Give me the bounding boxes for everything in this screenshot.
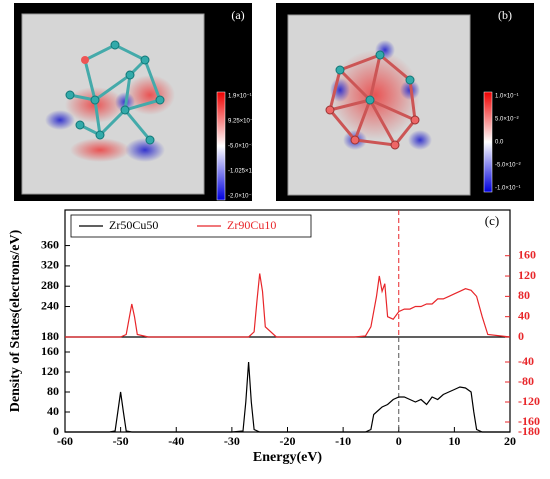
colorbar-label: -1.025×10⁻¹ [228,169,260,175]
colorbar-label: 5.0×10⁻² [495,117,519,123]
colorbar-label: 9.25×10⁻² [228,119,255,125]
y-tick-label: 0 [53,424,59,438]
colorbar-label: -5.0×10⁻² [495,163,521,169]
image-b [276,3,534,201]
panel-label: (a) [231,8,244,22]
colorbar-label: -2.0×10⁻¹ [228,194,254,200]
y2-tick-label: -160 [518,414,540,428]
colorbar-label: 1.0×10⁻¹ [495,94,519,100]
y2-tick-label: -180 [518,424,540,438]
y2-tick-label: -80 [518,374,534,388]
y2-tick-label: 120 [518,268,536,282]
plot-frame [64,209,511,433]
y2-tick-label: 40 [518,308,530,322]
series-line [65,361,510,433]
y-tick-label: 240 [41,298,59,312]
y-tick-label: 80 [47,384,59,398]
y-tick-label: 160 [41,344,59,358]
colorbar-label: -1.0×10⁻¹ [495,186,521,192]
x-tick-label: -40 [168,434,184,448]
y2-tick-label: 160 [518,247,536,261]
legend-label: Zr50Cu50 [109,218,158,232]
y2-tick-label: 80 [518,288,530,302]
x-tick-label: -30 [224,434,240,448]
y-tick-label: 280 [41,278,59,292]
y2-tick-label: 0 [518,329,524,343]
y-axis-label: Density of States(electrons/eV) [8,229,23,412]
x-tick-label: -10 [335,434,351,448]
image-a [14,3,252,201]
x-tick-label: 10 [448,434,460,448]
series-line [65,273,511,338]
y-tick-label: 360 [41,237,59,251]
x-axis-label: Energy(eV) [253,450,323,465]
y2-tick-label: -40 [518,354,534,368]
x-tick-label: -60 [57,434,73,448]
y-tick-label: 120 [41,364,59,378]
panel-label: (c) [485,213,499,228]
panel-label: (b) [498,8,512,22]
x-tick-label: -20 [280,434,296,448]
colorbar-label: 0.0 [495,140,504,146]
colorbar-label: -5.0×10⁻³ [228,144,254,150]
y-tick-label: 40 [47,404,59,418]
y2-tick-label: -120 [518,394,540,408]
legend-box [70,214,312,238]
y-tick-label: 320 [41,258,59,272]
x-tick-label: 0 [396,434,402,448]
colorbar-label: 1.9×10⁻¹ [228,94,252,100]
x-tick-label: 20 [504,434,516,448]
x-tick-label: -50 [113,434,129,448]
legend-label: Zr90Cu10 [227,218,276,232]
y-tick-label: 180 [41,329,59,343]
